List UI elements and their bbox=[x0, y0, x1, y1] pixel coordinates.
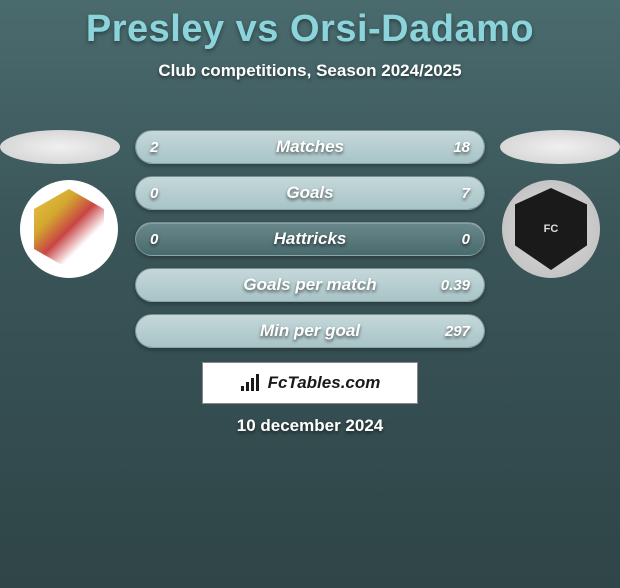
stat-value-right: 7 bbox=[462, 185, 470, 202]
stat-label: Matches bbox=[136, 137, 484, 157]
stat-label: Goals per match bbox=[136, 275, 484, 295]
stat-value-right: 18 bbox=[453, 139, 470, 156]
stat-row: 2 Matches 18 bbox=[135, 130, 485, 164]
brand-text: FcTables.com bbox=[268, 373, 381, 393]
stat-row: Goals per match 0.39 bbox=[135, 268, 485, 302]
stat-label: Goals bbox=[136, 183, 484, 203]
stat-value-right: 0 bbox=[462, 231, 470, 248]
club-badge-right: FC bbox=[502, 180, 600, 278]
bars-icon bbox=[240, 374, 262, 392]
crest-icon bbox=[34, 189, 104, 269]
player-placeholder-left bbox=[0, 130, 120, 164]
date-text: 10 december 2024 bbox=[0, 416, 620, 436]
stat-row: 0 Goals 7 bbox=[135, 176, 485, 210]
stat-label: Min per goal bbox=[136, 321, 484, 341]
stats-container: 2 Matches 18 0 Goals 7 0 Hattricks 0 Goa… bbox=[135, 130, 485, 360]
club-badge-left bbox=[20, 180, 118, 278]
stat-row: Min per goal 297 bbox=[135, 314, 485, 348]
subtitle: Club competitions, Season 2024/2025 bbox=[0, 61, 620, 81]
stat-value-right: 0.39 bbox=[441, 277, 470, 294]
player-placeholder-right bbox=[500, 130, 620, 164]
shield-icon: FC bbox=[515, 188, 587, 270]
stat-label: Hattricks bbox=[136, 229, 484, 249]
brand-badge[interactable]: FcTables.com bbox=[202, 362, 418, 404]
page-title: Presley vs Orsi-Dadamo bbox=[0, 8, 620, 51]
stat-value-right: 297 bbox=[445, 323, 470, 340]
stat-row: 0 Hattricks 0 bbox=[135, 222, 485, 256]
